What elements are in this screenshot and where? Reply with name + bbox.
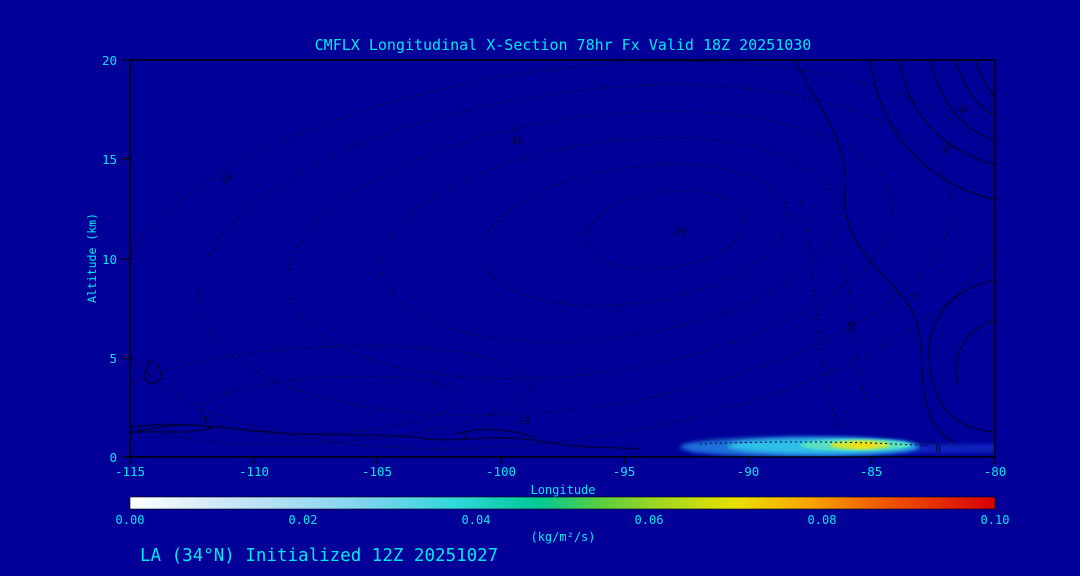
contour-value-labels: -10 10 -20 -10 5 0 5 10 20 30 0 [203,103,971,455]
contour-label: 10 [845,320,859,334]
y-axis-title: Altitude (km) [85,213,99,303]
colorbar-tick-label: 0.04 [462,513,491,527]
colorbar: 0.00 0.02 0.04 0.06 0.08 0.10 (kg/m²/s) [116,496,1010,544]
contour-line [869,60,995,201]
contour-line [699,441,931,447]
plot-frame [122,59,996,464]
y-tick-label: 5 [109,351,117,366]
colorbar-gradient [129,496,996,510]
y-tick-label: 20 [102,53,117,68]
contour-line [974,60,995,98]
contour-label: 0 [935,444,941,455]
contour-line [899,60,995,166]
solid-contours [130,60,995,453]
x-tick-label: -95 [613,464,636,479]
contour-line [839,249,871,411]
contour-line [480,163,790,307]
x-axis-title: Longitude [530,483,595,497]
y-tick-label: 0 [109,450,117,465]
x-tick-labels: -115 -110 -105 -100 -95 -90 -85 -80 [115,464,1006,479]
frame-rect [129,59,996,458]
contour-line [585,190,745,270]
flux-shading [680,437,995,457]
y-tick-label: 15 [102,152,117,167]
contour-line [454,428,536,439]
contour-line [130,424,215,434]
contour-label: 5 [909,291,922,302]
contour-label: 10 [219,172,235,188]
y-tick-label: 10 [102,252,117,267]
colorbar-tick-label: 0.10 [981,513,1010,527]
colorbar-tick-label: 0.02 [289,513,318,527]
contour-line [286,110,894,380]
flux-peak [848,442,876,448]
contour-line [130,423,641,450]
colorbar-tick-label: 0.08 [808,513,837,527]
dashed-contours [130,60,995,450]
colorbar-tick-labels: 0.00 0.02 0.04 0.06 0.08 0.10 [116,513,1010,527]
contour-line [799,199,841,431]
contour-field: -10 10 -20 -10 5 0 5 10 20 30 0 [130,60,995,457]
x-tick-label: -90 [737,464,760,479]
x-ticks [129,457,996,464]
y-ticks [122,59,130,458]
contour-label: -20 [668,227,686,238]
chart-title: CMFLX Longitudinal X-Section 78hr Fx Val… [315,36,812,54]
contour-line [794,60,995,453]
initialization-label: LA (34°N) Initialized 12Z 20251027 [140,546,498,566]
contour-line [381,137,839,343]
y-tick-labels: 0 5 10 15 20 [102,53,117,465]
x-tick-label: -85 [860,464,883,479]
contour-label: -10 [505,136,523,147]
colorbar-tick-label: 0.00 [116,513,145,527]
contour-label: 30 [955,103,971,119]
contour-label: 0 [203,415,209,426]
contour-line [130,60,995,450]
contour-line [197,84,953,416]
colorbar-units: (kg/m²/s) [530,530,595,544]
x-tick-label: -80 [984,464,1007,479]
contour-line [130,345,531,445]
contour-line [954,60,995,116]
contour-label: -10 [512,416,530,427]
contour-line [142,358,163,385]
contour-line [199,375,461,435]
contour-line [955,319,995,386]
contour-line [928,279,995,433]
contour-line [929,60,995,141]
colorbar-tick-label: 0.06 [635,513,664,527]
x-tick-label: -110 [239,464,269,479]
x-tick-label: -105 [362,464,392,479]
contour-label: 20 [939,141,955,157]
x-tick-label: -100 [486,464,516,479]
contour-label: 5 [462,432,468,443]
x-tick-label: -115 [115,464,145,479]
